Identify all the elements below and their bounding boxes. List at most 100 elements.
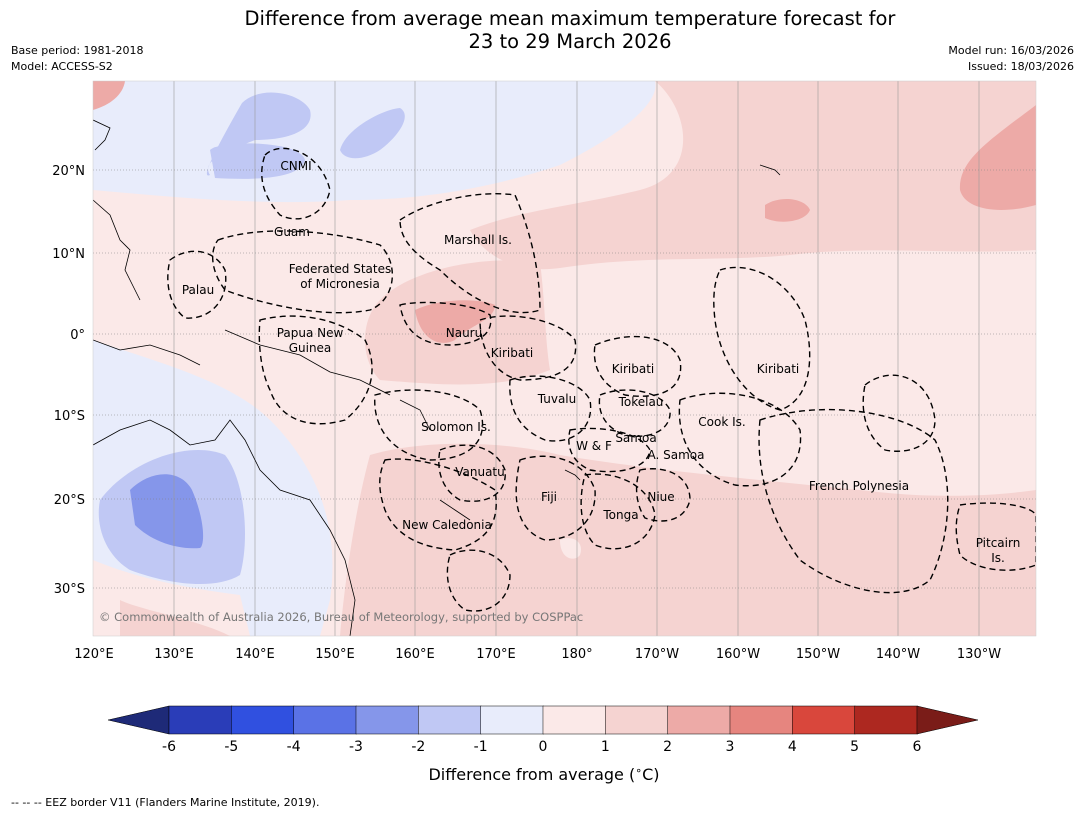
colorbar-bin: [480, 705, 544, 735]
colorbar-tick-label: -2: [411, 739, 425, 755]
label-tuvalu: Tuvalu: [537, 392, 577, 406]
colorbar-tick-label: 5: [850, 739, 859, 755]
map-panel: CNMI Guam Marshall Is. Federated States …: [93, 81, 1036, 636]
colorbar-tick-label: -6: [162, 739, 176, 755]
label-wallis-futuna: W & F: [576, 439, 612, 453]
label-kiribati-west: Kiribati: [491, 346, 533, 360]
lon-label: 150°W: [796, 647, 840, 662]
coastline-philippines: [93, 199, 141, 301]
colorbar-bin: [293, 705, 357, 735]
lat-label: 30°S: [54, 582, 85, 597]
meta-left: Base period: 1981-2018 Model: ACCESS-S2: [11, 43, 143, 75]
colorbar-bin: [667, 705, 731, 735]
lat-label: 0°: [70, 328, 85, 343]
region-labels: CNMI Guam Marshall Is. Federated States …: [182, 159, 1020, 565]
lon-label: 170°E: [476, 647, 516, 662]
eez-new-caledonia: [379, 458, 497, 551]
colorbar-tick-label: -4: [287, 739, 301, 755]
eez-pitcairn: [955, 502, 1036, 571]
lat-label: 20°N: [52, 164, 85, 179]
colorbar-bin: [355, 705, 420, 735]
label-palau: Palau: [182, 283, 214, 297]
eez-marquesas: [862, 374, 936, 452]
meta-right: Model run: 16/03/2026 Issued: 18/03/2026: [948, 43, 1074, 75]
eez-norfolk: [446, 549, 511, 612]
colorbar-bin: [605, 705, 669, 735]
colorbar-bin: [792, 705, 856, 735]
label-tokelau: Tokelau: [618, 395, 664, 409]
colorbar-bin: [231, 705, 295, 735]
label-kiribati-central: Kiribati: [612, 362, 654, 376]
colorbar-extend-low: [107, 705, 170, 735]
colorbar-ticks: -6 -5 -4 -3 -2 -1 0 1 2 3 4 5 6: [162, 739, 921, 755]
colorbar-extend-high: [916, 705, 979, 735]
coastline-australia: [93, 419, 356, 636]
model-name: Model: ACCESS-S2: [11, 60, 113, 73]
base-period: Base period: 1981-2018: [11, 44, 144, 57]
label-cook: Cook Is.: [698, 415, 745, 429]
coastline-solomon: [399, 399, 431, 431]
eez-tuvalu: [509, 375, 592, 442]
coastline-new-caledonia: [439, 499, 471, 521]
label-guam: Guam: [274, 225, 310, 239]
label-kiribati-east: Kiribati: [757, 362, 799, 376]
issued-date: Issued: 18/03/2026: [967, 60, 1074, 73]
anomaly-band-2-3-nauru: [415, 300, 495, 343]
eez-cook: [678, 392, 802, 487]
label-nauru: Nauru: [446, 326, 482, 340]
colorbar-tick-label: -1: [474, 739, 488, 755]
label-marshall: Marshall Is.: [444, 233, 512, 247]
map-title: Difference from average mean maximum tem…: [0, 7, 1085, 53]
eez-legend-note: -- -- -- EEZ border V11 (Flanders Marine…: [11, 796, 320, 809]
anomaly-band-minus3-southwest: [130, 474, 204, 549]
anomaly-band-minus2-north-b: [210, 143, 305, 179]
label-vanuatu: Vanuatu: [455, 465, 505, 479]
lon-label: 130°E: [154, 647, 194, 662]
colorbar-bin: [542, 705, 607, 735]
lon-label: 120°E: [74, 647, 114, 662]
lat-label: 10°N: [52, 247, 85, 262]
lat-label: 10°S: [54, 409, 85, 424]
colorbar-bin: [168, 705, 233, 735]
gridlines: [93, 169, 1036, 589]
title-line-1: Difference from average mean maximum tem…: [244, 7, 896, 30]
label-american-samoa: A. Samoa: [648, 448, 705, 462]
lon-label: 180°: [561, 647, 592, 662]
colorbar-title: Difference from average (∘C): [428, 764, 659, 784]
coastline-hawaii: [759, 164, 781, 176]
eez-fiji: [515, 455, 596, 541]
anomaly-band-1-2-northeast: [470, 81, 1036, 270]
lon-label: 170°W: [635, 647, 679, 662]
map-frame: [92, 80, 1037, 637]
label-png-line1: Papua New: [277, 326, 344, 340]
eez-marshall: [399, 193, 541, 314]
coastline-china: [93, 119, 111, 151]
colorbar-bin: [418, 705, 482, 735]
label-png-line2: Guinea: [289, 341, 332, 355]
coastline-indonesia: [93, 339, 201, 366]
colorbar-bin: [729, 705, 794, 735]
colorbar-tick-label: 0: [539, 739, 548, 755]
colorbar-tick-label: -3: [349, 739, 363, 755]
eez-samoa: [568, 427, 651, 473]
colorbar-tick-label: 1: [601, 739, 610, 755]
eez-solomon: [374, 389, 484, 461]
lon-label: 160°W: [716, 647, 760, 662]
colorbar-tick-label: 2: [663, 739, 672, 755]
eez-nauru: [399, 301, 492, 346]
model-run: Model run: 16/03/2026: [948, 44, 1074, 57]
eez-png: [258, 315, 373, 425]
eez-vanuatu: [438, 444, 506, 502]
coastline-fiji: [564, 469, 581, 481]
eez-fsm: [212, 230, 394, 314]
lon-label: 160°E: [395, 647, 435, 662]
eez-tonga: [580, 473, 656, 550]
lon-label: 140°W: [876, 647, 920, 662]
anomaly-band-minus2-north-a: [206, 92, 311, 176]
coastlines: [93, 119, 781, 636]
eez-tokelau: [598, 389, 671, 437]
label-solomon: Solomon Is.: [421, 420, 491, 434]
label-niue: Niue: [647, 490, 674, 504]
label-samoa: Samoa: [615, 431, 656, 445]
